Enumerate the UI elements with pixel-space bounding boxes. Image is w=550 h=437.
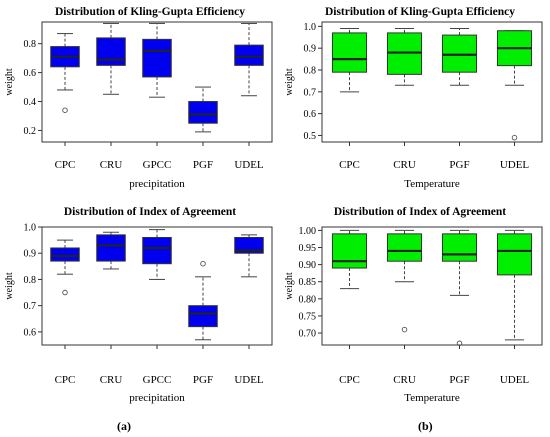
chart-kge-temperature: Distribution of Kling-Gupta Efficiency 0.… — [284, 6, 543, 190]
y-axis-label: weight — [284, 272, 295, 299]
x-tick-label-cpc: CPC — [55, 159, 76, 171]
box-udel — [234, 44, 264, 66]
box-udel — [496, 233, 533, 276]
plot-frame — [321, 21, 543, 143]
outlier-pgf — [456, 340, 463, 347]
x-tick-label-udel: UDEL — [234, 159, 264, 171]
outlier-cru — [401, 326, 408, 333]
x-tick-label-cru: CRU — [100, 374, 123, 386]
box-pgf — [441, 233, 478, 262]
y-tick-label: 0.85 — [299, 277, 317, 288]
plot-frame — [321, 226, 543, 346]
x-tick-label-cpc: CPC — [55, 374, 76, 386]
box-cru — [96, 37, 126, 66]
x-tick-label-gpcc: GPCC — [143, 374, 172, 386]
x-tick-label-cpc: CPC — [339, 159, 360, 171]
y-axis-label: weight — [4, 272, 15, 299]
caption-a: (a) — [117, 419, 131, 433]
y-tick-label: 0.7 — [304, 87, 317, 98]
box-pgf — [188, 101, 218, 124]
box-cpc — [331, 32, 368, 73]
box-gpcc — [142, 38, 172, 78]
x-tick-label-udel: UDEL — [500, 159, 530, 171]
chart-ioa-precipitation: Distribution of Index of Agreement 0.6 0.7… — [4, 206, 273, 404]
y-tick-label: 1.00 — [299, 226, 317, 237]
outlier-pgf — [200, 260, 206, 267]
y-tick-label: 0.75 — [299, 311, 317, 322]
y-tick-label: 0.2 — [24, 126, 37, 137]
box-cpc — [331, 233, 368, 269]
x-axis-label: precipitation — [129, 392, 185, 404]
y-tick-label: 1.0 — [24, 223, 37, 234]
y-tick-label: 0.70 — [299, 329, 317, 340]
x-tick-label-pgf: PGF — [449, 159, 469, 171]
x-axis-label: precipitation — [129, 178, 185, 190]
y-tick-label: 0.9 — [24, 249, 37, 260]
y-tick-label: 0.8 — [304, 66, 317, 77]
caption-b: (b) — [418, 419, 433, 433]
x-tick-label-udel: UDEL — [500, 374, 530, 386]
y-tick-label: 0.6 — [24, 68, 37, 79]
chart-title: Distribution of Kling-Gupta Efficiency — [55, 6, 245, 18]
box-pgf — [188, 305, 218, 328]
x-tick-label-udel: UDEL — [234, 374, 264, 386]
box-udel — [234, 236, 264, 254]
x-axis-label: Temperature — [404, 392, 460, 404]
x-tick-label-cru: CRU — [100, 159, 123, 171]
box-cpc — [50, 247, 80, 262]
chart-ioa-temperature: Distribution of Index of Agreement 0.70 0.… — [284, 206, 543, 404]
y-tick-label: 0.8 — [24, 275, 37, 286]
y-tick-label: 0.8 — [24, 39, 37, 50]
x-tick-label-cpc: CPC — [339, 374, 360, 386]
outlier-cpc — [62, 107, 68, 113]
x-tick-label-cru: CRU — [393, 159, 416, 171]
box-gpcc — [142, 236, 172, 265]
chart-title: Distribution of Index of Agreement — [64, 206, 236, 218]
y-tick-label: 0.6 — [304, 109, 317, 120]
y-axis-label: weight — [284, 68, 295, 95]
y-tick-label: 0.80 — [299, 294, 317, 305]
chart-kge-precipitation: Distribution of Kling-Gupta Efficiency 0.… — [4, 6, 273, 190]
outlier-udel — [511, 134, 518, 141]
box-cru — [386, 233, 423, 262]
y-tick-label: 0.7 — [24, 301, 37, 312]
y-tick-label: 0.9 — [304, 44, 317, 55]
y-tick-label: 0.5 — [304, 131, 317, 142]
y-tick-label: 0.4 — [24, 97, 37, 108]
y-tick-label: 0.90 — [299, 260, 317, 271]
x-tick-label-gpcc: GPCC — [143, 159, 172, 171]
chart-title: Distribution of Kling-Gupta Efficiency — [325, 6, 515, 18]
chart-title: Distribution of Index of Agreement — [334, 206, 506, 218]
x-tick-label-pgf: PGF — [193, 159, 213, 171]
y-tick-label: 0.6 — [24, 327, 37, 338]
x-tick-label-pgf: PGF — [193, 374, 213, 386]
outlier-cpc — [62, 289, 68, 296]
x-axis-label: Temperature — [404, 178, 460, 190]
y-axis-label: weight — [4, 68, 15, 95]
box-cru — [96, 234, 126, 262]
x-tick-label-cru: CRU — [393, 374, 416, 386]
y-tick-label: 1.0 — [304, 22, 317, 33]
x-tick-label-pgf: PGF — [449, 374, 469, 386]
y-tick-label: 0.95 — [299, 243, 317, 254]
